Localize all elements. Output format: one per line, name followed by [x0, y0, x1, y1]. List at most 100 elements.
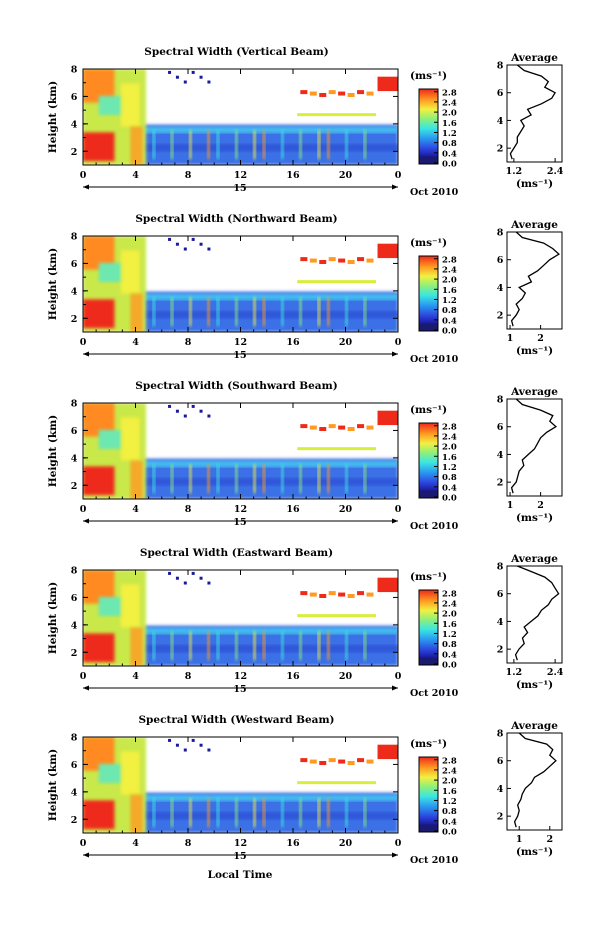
panel-title: Spectral Width (Eastward Beam) [140, 547, 333, 559]
average-y-tick-label: 4 [497, 116, 504, 127]
average-x-tick-label: 1 [507, 500, 514, 511]
colorbar-tick-label: 1.2 [442, 630, 457, 640]
average-x-tick-label: 1 [516, 834, 523, 845]
early-yellow [120, 417, 140, 461]
date-arrow-left [83, 685, 89, 691]
upper-dash [366, 759, 374, 764]
average-frame [506, 64, 563, 163]
x-tick-label: 0 [80, 671, 87, 682]
colorbar-bottom [419, 657, 438, 665]
date-day-label: 15 [233, 183, 246, 194]
colorbar-tick-label: 0.0 [442, 494, 457, 504]
x-tick-label: 0 [80, 504, 87, 515]
y-axis-label: Height (km) [47, 248, 59, 320]
streak [345, 631, 349, 661]
colorbar-tick-label: 2.0 [442, 276, 457, 286]
upper-dash [328, 257, 336, 262]
streak [170, 798, 174, 828]
x-tick-label: 0 [395, 170, 402, 181]
streak [345, 130, 349, 160]
y-tick-label: 4 [71, 286, 78, 297]
streak [299, 297, 303, 327]
y-tick-label: 4 [71, 453, 78, 464]
x-tick-label: 12 [234, 170, 247, 181]
colorbar-frame [418, 589, 439, 666]
streak [234, 631, 238, 661]
navy-dot [191, 70, 195, 74]
upper-dash [357, 424, 365, 429]
navy-dot [168, 404, 172, 408]
streak [207, 464, 211, 494]
navy-dot [199, 75, 203, 79]
date-arrow-right [392, 184, 398, 190]
upper-red-patch [377, 243, 398, 259]
colorbar-tick-label: 0.0 [442, 661, 457, 671]
x-tick-label: 16 [286, 504, 300, 515]
average-frame [506, 231, 563, 330]
colorbar-tick-label: 1.6 [442, 453, 457, 463]
streak [188, 798, 192, 828]
panel-1: Spectral Width (Vertical Beam) 2 4 6 8 Height… [47, 46, 564, 198]
streak [280, 130, 284, 160]
streak [280, 798, 284, 828]
average-y-tick-label: 8 [497, 729, 504, 740]
streak [253, 130, 257, 160]
early-low-red [83, 633, 115, 663]
average-y-tick-label: 8 [497, 228, 504, 239]
y-axis-label: Height (km) [47, 81, 59, 153]
boundary-layer-mid [142, 644, 398, 653]
y-tick-label: 6 [71, 259, 78, 270]
colorbar-tick-label: 2.4 [442, 98, 457, 108]
colorbar-tick-label: 2.0 [442, 443, 457, 453]
streak [253, 798, 257, 828]
colorbar-bottom [419, 323, 438, 331]
date-arrow-left [83, 351, 89, 357]
x-tick-label: 12 [234, 504, 247, 515]
y-tick-label: 6 [71, 593, 78, 604]
streak [152, 798, 156, 828]
navy-dot [207, 748, 211, 752]
streak [280, 297, 284, 327]
heatmap-field [83, 737, 398, 833]
colorbar-bottom [419, 824, 438, 832]
average-y-tick-label: 6 [497, 589, 504, 600]
streak [326, 130, 330, 160]
upper-dash [309, 91, 317, 96]
colorbar-frame [418, 88, 439, 165]
x-tick-label: 0 [80, 337, 87, 348]
navy-dot [175, 242, 179, 246]
y-tick-label: 6 [71, 426, 78, 437]
early-low-red [83, 299, 115, 329]
streak [262, 631, 266, 661]
streak [326, 631, 330, 661]
boundary-layer-mid [142, 811, 398, 820]
streak [253, 297, 257, 327]
upper-dash [309, 592, 317, 597]
colorbar-tick-label: 0.8 [442, 473, 457, 483]
streak [170, 297, 174, 327]
streak [326, 464, 330, 494]
streak [170, 464, 174, 494]
colorbar-frame [418, 255, 439, 332]
upper-dash [300, 758, 308, 763]
early-yellow [120, 83, 140, 127]
date-day-label: 15 [233, 517, 246, 528]
x-tick-label: 0 [395, 671, 402, 682]
streak [216, 297, 220, 327]
average-x-label: (ms⁻¹) [516, 679, 553, 691]
y-tick-label: 4 [71, 119, 78, 130]
date-arrow-left [83, 852, 89, 858]
colorbar-tick-label: 0.0 [442, 160, 457, 170]
colorbar-unit: (ms⁻¹) [410, 571, 447, 583]
boundary-layer-mid [142, 143, 398, 152]
average-profile-line [510, 398, 557, 494]
boundary-layer-top [142, 293, 398, 301]
streak [207, 297, 211, 327]
date-month-label: Oct 2010 [410, 521, 459, 532]
streak [363, 464, 367, 494]
streak [152, 631, 156, 661]
y-tick-label: 6 [71, 92, 78, 103]
colorbar-bottom [419, 156, 438, 164]
average-title: Average [510, 553, 558, 565]
